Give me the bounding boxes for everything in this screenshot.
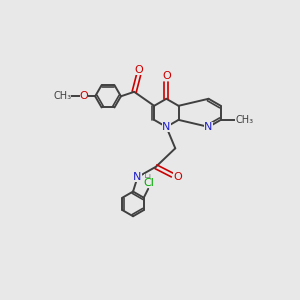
Text: CH₃: CH₃ — [53, 91, 71, 101]
Text: N: N — [133, 172, 142, 182]
Text: H: H — [144, 174, 152, 184]
Text: O: O — [135, 64, 144, 74]
Text: CH₃: CH₃ — [236, 115, 253, 125]
Text: O: O — [162, 71, 171, 82]
Text: Cl: Cl — [143, 178, 154, 188]
Text: N: N — [204, 122, 213, 132]
Text: N: N — [162, 122, 170, 132]
Text: O: O — [173, 172, 182, 182]
Text: O: O — [80, 91, 88, 101]
